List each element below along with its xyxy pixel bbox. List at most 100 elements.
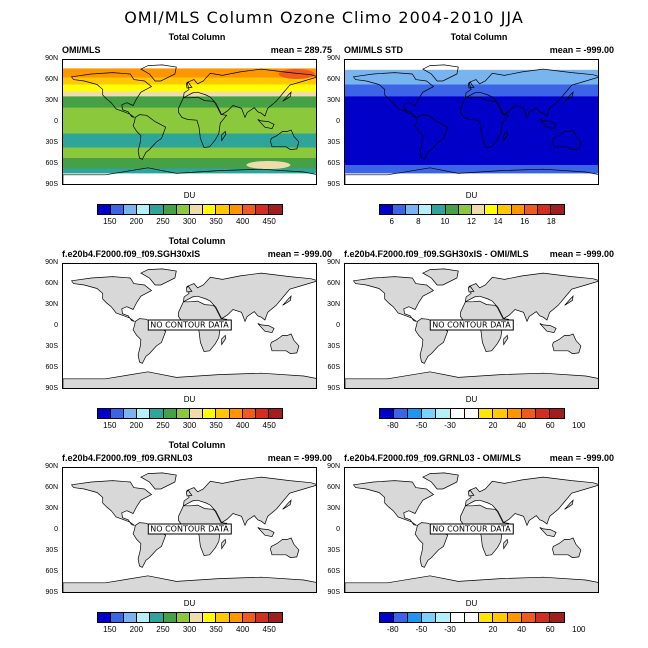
colorbar-tick: -30	[444, 625, 456, 634]
colorbar-swatch	[242, 205, 257, 214]
map-panel-3: Total Column f.e20b4.F2000.f09_f09.SGH30x…	[45, 236, 332, 436]
colorbar-swatch	[110, 205, 124, 214]
continent-outline	[140, 268, 177, 286]
colorbar-swatch	[479, 409, 494, 418]
colorbar-tick: 20	[488, 421, 498, 430]
map-frame: NO CONTOUR DATA	[344, 467, 599, 593]
contour-band-0	[345, 60, 598, 71]
contour-band-1	[345, 69, 598, 85]
lat-tick-label: 90S	[45, 589, 58, 596]
continent-outline	[70, 480, 153, 526]
continent-outline	[552, 333, 582, 354]
lat-tick-label: 60N	[45, 76, 58, 83]
colorbar-swatch	[436, 409, 451, 418]
colorbar-swatch	[163, 613, 177, 622]
contour-blob	[246, 161, 291, 169]
colorbar-units: DU	[183, 599, 196, 608]
lat-tick-label: 60S	[45, 364, 58, 371]
colorbar-swatch	[176, 613, 191, 622]
continent-outline	[185, 285, 193, 293]
continent-outline	[257, 119, 275, 129]
contour-band-7	[63, 133, 316, 148]
colorbar-swatch	[137, 409, 151, 418]
contour-band-4	[345, 165, 598, 174]
colorbar-tick: 450	[262, 217, 276, 226]
colorbar-swatch	[97, 205, 111, 214]
lat-tick-label: 90S	[45, 385, 58, 392]
colorbar-swatch	[110, 409, 124, 418]
colorbar-tick: -50	[415, 421, 428, 430]
lat-tick-label: 30S	[327, 547, 340, 554]
colorbar-swatch	[550, 613, 564, 622]
colorbar-swatch	[379, 409, 394, 418]
colorbar-swatch	[407, 613, 423, 622]
contour-band-5	[63, 96, 316, 109]
lat-tick-label: 30N	[45, 97, 58, 104]
continent-outline	[63, 575, 316, 592]
panel-case-label: f.e20b4.F2000.f09_f09.GRNL03	[62, 453, 193, 463]
colorbar	[96, 612, 283, 623]
colorbar-tick: 350	[209, 421, 223, 430]
continent-outline	[282, 295, 292, 306]
colorbar-tick: -50	[415, 625, 428, 634]
continent-outline	[422, 472, 459, 490]
colorbar-swatch	[379, 205, 393, 214]
lat-tick-label: 30N	[45, 505, 58, 512]
continent-outline	[414, 114, 449, 160]
colorbar-swatch	[176, 205, 191, 214]
map-plot	[345, 472, 598, 592]
continent-outline	[467, 489, 475, 497]
colorbar-swatch	[256, 613, 270, 622]
lat-tick-label: 90N	[45, 259, 58, 266]
colorbar-tick: -80	[387, 625, 399, 634]
colorbar-swatch	[422, 613, 437, 622]
colorbar-swatch	[216, 409, 230, 418]
continent-outline	[221, 334, 227, 346]
map-frame: NO CONTOUR DATA	[62, 263, 317, 389]
lat-tick-label: 90S	[327, 589, 340, 596]
colorbar-swatch	[436, 613, 451, 622]
map-panel-4: f.e20b4.F2000.f09_f09.SGH30xIS - OMI/MLS…	[327, 236, 614, 436]
continent-outline	[185, 489, 193, 497]
continent-outline	[539, 323, 557, 333]
lat-tick-label: 30S	[327, 139, 340, 146]
colorbar-tick-labels: 150 200 250 300 350 400 450	[97, 625, 283, 635]
lat-tick-label: 0	[336, 118, 340, 125]
colorbar-swatch	[485, 205, 499, 214]
colorbar-tick-labels: 150 200 250 300 350 400 450	[97, 421, 283, 431]
continent-outline	[503, 334, 509, 346]
lat-tick-label: 90N	[45, 55, 58, 62]
colorbar-swatch	[511, 205, 525, 214]
lat-tick-label: 30N	[327, 97, 340, 104]
lat-tick-label: 60N	[45, 280, 58, 287]
colorbar-swatch	[464, 613, 480, 622]
panel-title: Total Column	[168, 32, 226, 42]
colorbar-tick: 250	[156, 625, 170, 634]
colorbar-tick: 14	[493, 217, 503, 226]
colorbar-tick: 250	[156, 217, 170, 226]
lat-tick-label: 30N	[45, 301, 58, 308]
lat-tick-label: 90S	[327, 181, 340, 188]
colorbar-swatch	[507, 613, 522, 622]
colorbar-swatch	[137, 205, 151, 214]
colorbar-swatch	[550, 409, 564, 418]
panel-mean-label: mean = 289.75	[270, 45, 332, 55]
continent-outline	[352, 480, 435, 526]
colorbar-tick: 60	[545, 625, 555, 634]
continent-outline	[63, 167, 316, 184]
lat-tick-label: 30S	[45, 139, 58, 146]
panel-case-label: f.e20b4.F2000.f09_f09.SGH30xIS	[62, 249, 201, 259]
continent-outline	[467, 81, 475, 89]
continent-outline	[63, 371, 316, 388]
colorbar-tick: 200	[129, 625, 144, 634]
colorbar-swatch	[137, 613, 151, 622]
colorbar-swatch	[97, 613, 111, 622]
continent-outline	[345, 167, 598, 184]
colorbar-tick: 6	[389, 217, 395, 226]
colorbar-swatch	[163, 205, 177, 214]
panel-case-label: OMI/MLS STD	[344, 45, 403, 55]
panel-case-label: f.e20b4.F2000.f09_f09.GRNL03 - OMI/MLS	[344, 453, 522, 463]
colorbar-tick: 300	[182, 217, 197, 226]
colorbar-swatch	[521, 613, 537, 622]
lat-tick-label: 30N	[327, 505, 340, 512]
